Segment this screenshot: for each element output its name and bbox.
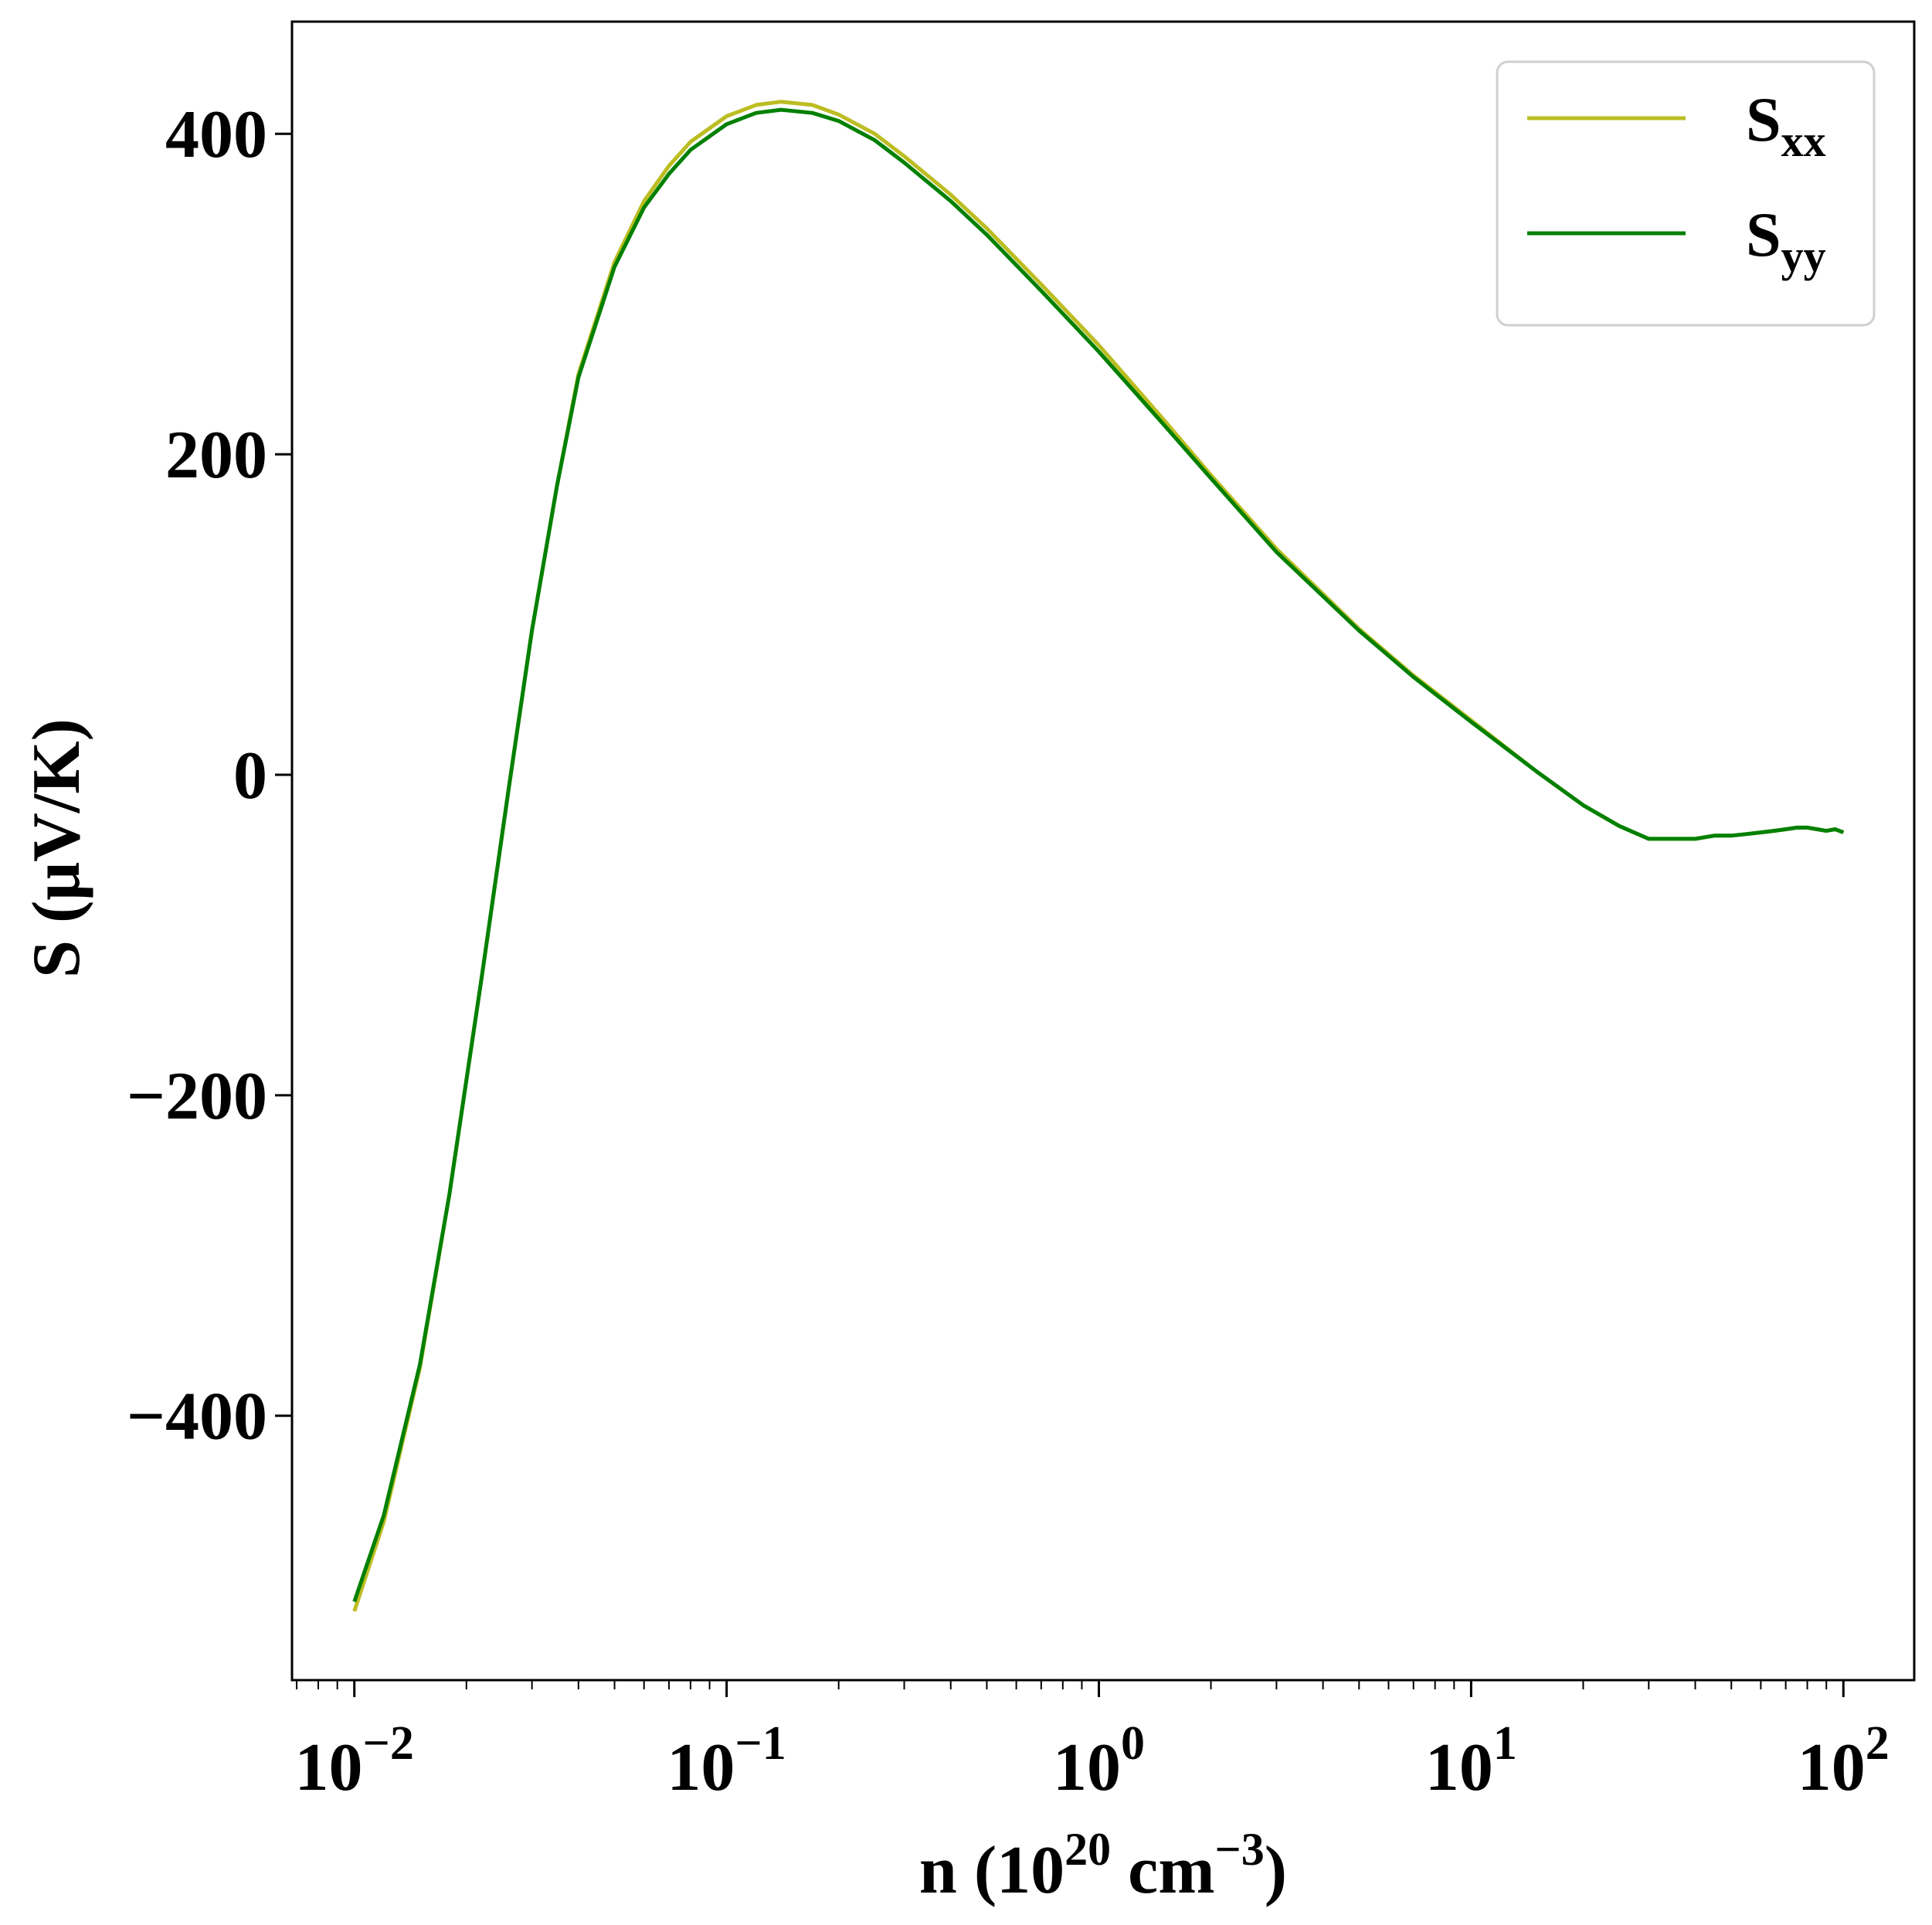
y-tick-label: 200 bbox=[165, 418, 267, 493]
y-tick-label: −200 bbox=[127, 1059, 267, 1134]
plot-frame bbox=[290, 20, 1916, 1682]
x-axis: 10−2 10−1 100 101 102 bbox=[295, 1680, 1890, 1805]
y-axis-label: S (μV/K) bbox=[19, 718, 94, 978]
y-tick-label: 400 bbox=[165, 97, 267, 172]
x-tick-label: 10−1 bbox=[667, 1717, 786, 1805]
x-tick-label: 100 bbox=[1053, 1717, 1145, 1805]
legend-box bbox=[1496, 60, 1876, 327]
y-tick-label: −400 bbox=[127, 1380, 267, 1455]
legend-label-syy: Syy bbox=[1746, 199, 1826, 281]
x-axis-label: n (1020 cm−3) bbox=[919, 1824, 1287, 1908]
x-tick-label: 101 bbox=[1425, 1717, 1517, 1805]
series-line-syy bbox=[352, 107, 1845, 1603]
y-tick-label: 0 bbox=[233, 738, 267, 813]
y-axis: 400 200 0 −200 −400 bbox=[127, 97, 292, 1455]
legend: Sxx Syy bbox=[1496, 60, 1876, 327]
legend-label-sxx: Sxx bbox=[1746, 84, 1826, 166]
x-tick-label: 102 bbox=[1798, 1717, 1890, 1805]
x-tick-label: 10−2 bbox=[295, 1717, 414, 1805]
series-layer bbox=[352, 100, 1845, 1612]
